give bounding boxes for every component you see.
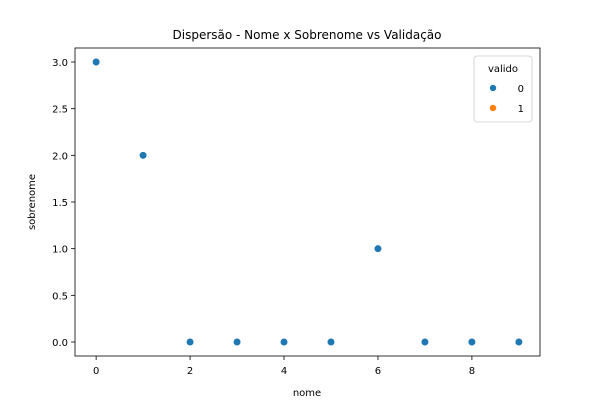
scatter-point [92,57,101,67]
scatter-point [420,337,430,347]
legend-label-0: 0 [518,84,524,95]
legend-title: valido [488,64,518,75]
y-tick-label: 0.0 [52,338,68,349]
legend-marker-0 [489,84,497,92]
y-tick-label: 2.0 [52,151,68,162]
y-tick-label: 1.0 [52,245,68,256]
x-axis-label: nome [293,388,321,399]
legend-marker-1 [489,104,497,112]
x-tick-label: 0 [93,366,99,377]
y-tick-label: 0.5 [52,291,68,302]
plot-area-frame [74,47,541,357]
scatter-point [467,337,476,347]
x-tick-label: 2 [187,366,193,377]
scatter-point [185,337,195,347]
x-tick-label: 8 [469,366,475,377]
y-axis-label: sobrenome [27,174,38,230]
scatter-point [373,244,383,253]
x-tick-label: 6 [375,366,381,377]
x-axis: 0 2 4 6 8 [93,356,475,377]
legend-label-1: 1 [518,104,524,115]
chart-title: Dispersão - Nome x Sobrenome vs Validaçã… [173,28,442,42]
scatter-point [139,151,148,160]
data-points [92,57,523,347]
x-tick-label: 4 [281,366,287,377]
legend-box [473,55,533,123]
y-tick-label: 2.5 [52,105,68,116]
scatter-point [326,337,336,347]
y-tick-label: 1.5 [52,198,68,209]
y-axis: 0.0 0.5 1.0 1.5 2.0 2.5 3.0 [52,58,75,349]
y-tick-label: 3.0 [52,58,68,69]
scatter-point [514,337,523,347]
scatter-point [232,337,242,347]
scatter-point [279,337,289,347]
legend: valido 0 1 [473,55,533,123]
